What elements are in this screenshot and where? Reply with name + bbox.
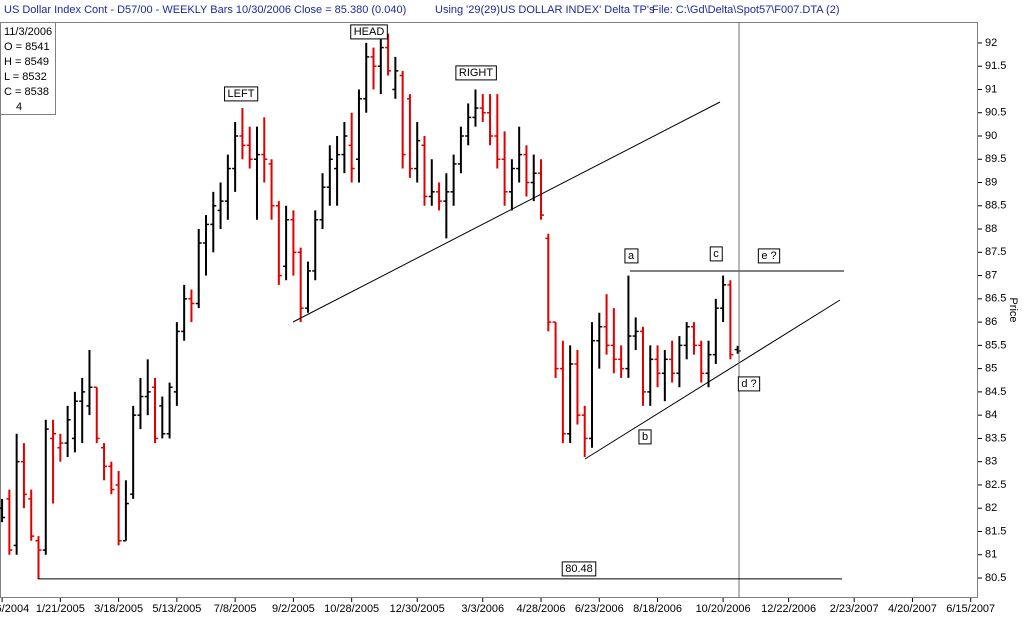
annotation-box: [709, 246, 723, 262]
annotation: e ?: [761, 250, 776, 262]
info-line: 4: [16, 101, 22, 113]
info-line: L = 8532: [4, 71, 47, 83]
annotation-box: [624, 248, 639, 264]
y-tick-label: 87: [985, 269, 997, 281]
annotation-box: [350, 24, 388, 40]
annotation: RIGHT: [459, 67, 494, 79]
y-tick-label: 87.5: [985, 246, 1006, 258]
x-tick-label: 12/30/2005: [390, 603, 445, 615]
annotation: HEAD: [354, 26, 385, 38]
y-tick-label: 80.5: [985, 572, 1006, 584]
chart-title: US Dollar Index Cont - D57/00 - WEEKLY B…: [4, 4, 406, 16]
trend-line: [292, 101, 721, 323]
y-tick-label: 89.5: [985, 153, 1006, 165]
y-tick-label: 84.5: [985, 386, 1006, 398]
info-box: 11/3/2006 O = 8541 H = 8549 L = 8532 C = 853…: [0, 22, 56, 115]
x-tick-label: 5/13/2005: [152, 603, 201, 615]
info-frame: [0, 22, 56, 115]
trend-line: [584, 299, 841, 460]
annotation-box: [224, 86, 259, 102]
annotation-box: [638, 429, 652, 445]
y-tick-label: 86.5: [985, 293, 1006, 305]
x-tick-label: 3/3/2006: [461, 603, 504, 615]
info-line: H = 8549: [4, 56, 49, 68]
annotation: d ?: [741, 378, 756, 390]
annotation-box: [737, 376, 761, 392]
x-tick-label: 2/23/2007: [830, 603, 879, 615]
x-tick-label: 7/8/2005: [214, 603, 257, 615]
x-tick-label: 4/28/2006: [517, 603, 566, 615]
y-tick-label: 84: [985, 409, 997, 421]
y-axis-label: Price: [1007, 297, 1019, 322]
y-tick-label: 85: [985, 363, 997, 375]
y-tick-label: 90: [985, 130, 997, 142]
annotation: c: [713, 248, 719, 260]
x-tick-label: 11/26/2004: [0, 603, 29, 615]
x-tick-label: 6/23/2006: [575, 603, 624, 615]
y-tick-label: 90.5: [985, 107, 1006, 119]
y-tick-label: 92: [985, 37, 997, 49]
annotation: b: [642, 431, 648, 443]
info-line: C = 8538: [4, 86, 49, 98]
y-tick-label: 83: [985, 456, 997, 468]
y-tick-label: 88.5: [985, 200, 1006, 212]
y-tick-label: 82.5: [985, 479, 1006, 491]
x-tick-label: 6/15/2007: [946, 603, 995, 615]
info-line: 11/3/2006: [4, 26, 52, 38]
y-tick-label: 91.5: [985, 60, 1006, 72]
x-tick-label: 10/20/2006: [696, 603, 751, 615]
x-tick-label: 12/22/2006: [761, 603, 816, 615]
y-tick-label: 89: [985, 176, 997, 188]
y-tick-label: 81.5: [985, 525, 1006, 537]
plot-layer: [0, 33, 741, 579]
x-tick-label: 9/2/2005: [272, 603, 315, 615]
annotation-box: [455, 65, 497, 81]
x-tick-label: 3/18/2005: [94, 603, 143, 615]
support-label-box: [561, 561, 597, 577]
annotation: LEFT: [228, 88, 255, 100]
y-tick-label: 83.5: [985, 432, 1006, 444]
x-tick-label: 1/21/2005: [36, 603, 85, 615]
y-tick-label: 82: [985, 502, 997, 514]
y-tick-label: 86: [985, 316, 997, 328]
plot-area: [0, 22, 978, 598]
annotation: a: [628, 250, 635, 262]
x-tick-label: 10/28/2005: [324, 603, 379, 615]
x-tick-label: 4/20/2007: [888, 603, 937, 615]
y-tick-label: 88: [985, 223, 997, 235]
file-label: File: C:\Gd\Delta\Spot57\F007.DTA (2): [652, 4, 839, 16]
info-line: O = 8541: [4, 41, 50, 53]
y-tick-label: 91: [985, 83, 997, 95]
chart-subtitle: Using '29(29)US DOLLAR INDEX' Delta TP's: [435, 4, 655, 16]
x-tick-label: 8/18/2006: [633, 603, 682, 615]
support-label: 80.48: [565, 563, 593, 575]
y-tick-label: 81: [985, 549, 997, 561]
y-tick-label: 85.5: [985, 339, 1006, 351]
annotation-box: [757, 248, 781, 264]
